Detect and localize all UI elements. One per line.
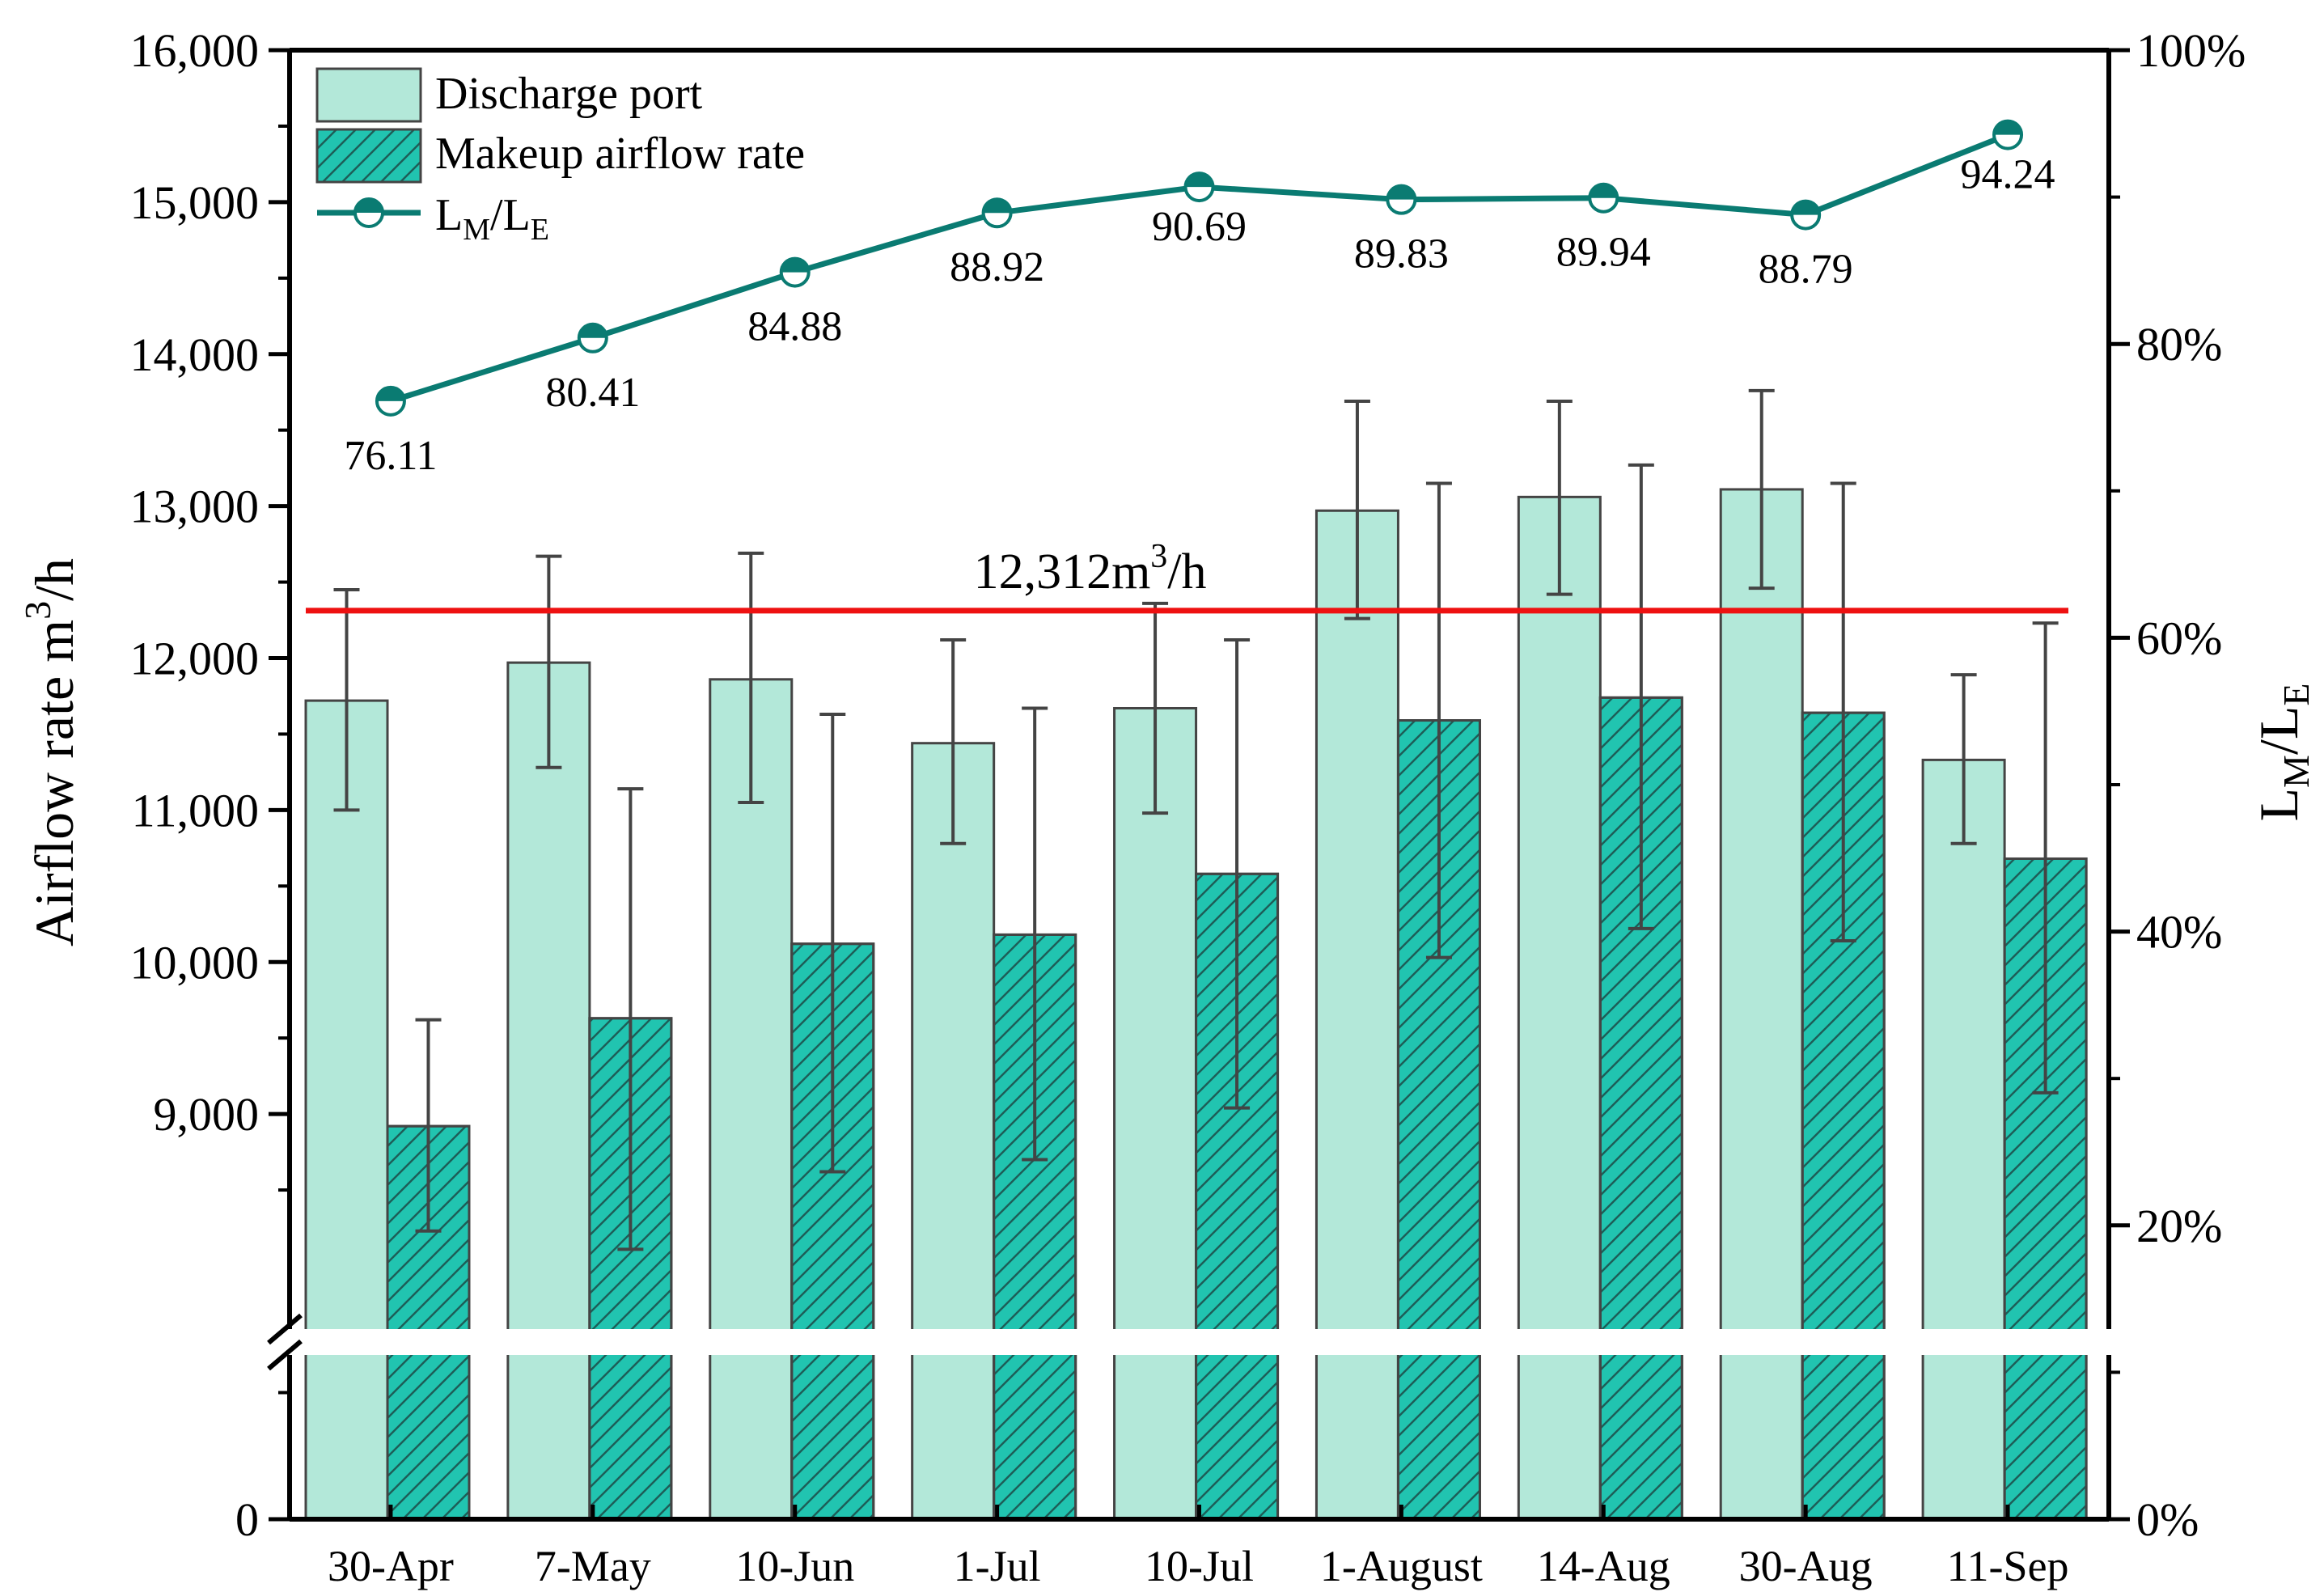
legend-swatch-makeup-hatch	[315, 128, 422, 184]
bar-discharge-8	[1921, 758, 2006, 1521]
y-right-tick-label-0: 0%	[2136, 1493, 2199, 1546]
ratio-marker-fill-7	[1792, 201, 1820, 215]
y-left-tick-label-6: 14,000	[130, 328, 260, 381]
ratio-line-group: 76.11 80.41 84.88 88.92 90.69 89.83 89.94 88.79…	[344, 119, 2055, 479]
ratio-label-3: 88.92	[950, 244, 1044, 290]
y-left-tick-label-4: 12,000	[130, 633, 260, 685]
bar-discharge-4	[1113, 706, 1198, 1521]
bar-discharge-3	[911, 742, 996, 1521]
x-tick-label-5: 1-August	[1320, 1542, 1483, 1590]
x-tick-label-8: 11-Sep	[1947, 1542, 2069, 1590]
x-tick-label-7: 30-Aug	[1739, 1542, 1873, 1590]
bar-discharge-7	[1719, 488, 1804, 1521]
y-right-tick-label-3: 60%	[2136, 612, 2222, 664]
x-tick-label-2: 10-Jun	[735, 1542, 854, 1590]
x-tick-label-4: 10-Jul	[1145, 1542, 1254, 1590]
x-tick-label-3: 1-Jul	[954, 1542, 1041, 1590]
bar-discharge-5	[1314, 509, 1399, 1521]
ratio-marker-fill-6	[1590, 184, 1618, 198]
x-tick-label-1: 7-May	[535, 1542, 651, 1590]
ratio-label-1: 80.41	[545, 370, 640, 416]
y-left-tick-label-2: 10,000	[130, 936, 260, 989]
y-left-tick-label-3: 11,000	[132, 784, 259, 836]
ratio-label-7: 88.79	[1759, 247, 1853, 293]
bar-discharge-1	[506, 661, 591, 1521]
error-bars-group	[333, 388, 2059, 1251]
ratio-label-6: 89.94	[1556, 230, 1651, 276]
bar-discharge-2	[709, 678, 794, 1521]
y-axis-left-title: Airflow rate m3/h	[17, 558, 85, 946]
axes: 0 9,000 10,000 11,000 12,000 13,000 14,000 15,0…	[130, 24, 2246, 1590]
legend-swatch-discharge	[315, 67, 422, 123]
y-right-tick-label-4: 80%	[2136, 318, 2222, 370]
y-left-tick-label-8: 16,000	[130, 24, 260, 77]
axis-break-gap	[290, 1329, 2110, 1355]
legend-marker-ratio-fill	[355, 199, 383, 213]
ratio-label-2: 84.88	[747, 304, 842, 350]
axis-break-mark-bottom	[267, 1339, 303, 1371]
ratio-marker-fill-8	[1994, 121, 2022, 135]
y-left-tick-label-5: 13,000	[130, 481, 260, 533]
bar-discharge-6	[1517, 495, 1602, 1521]
y-left-tick-label-7: 15,000	[130, 176, 260, 229]
axis-break-right-gap	[2102, 1329, 2115, 1355]
ratio-label-5: 89.83	[1354, 231, 1449, 277]
reference-line-label: 12,312m3/h	[974, 538, 1207, 599]
y-left-tick-label-0: 0	[235, 1493, 259, 1546]
y-left-tick-label-1: 9,000	[154, 1088, 260, 1141]
bar-discharge-0	[304, 699, 389, 1521]
ratio-label-0: 76.11	[344, 433, 437, 479]
ratio-marker-fill-0	[376, 387, 404, 401]
y-right-tick-label-5: 100%	[2136, 24, 2246, 77]
x-tick-label-6: 14-Aug	[1537, 1542, 1670, 1590]
y-axis-right-title: LM/LE	[2248, 684, 2317, 822]
axis-break-mark-top	[267, 1313, 303, 1345]
ratio-marker-fill-4	[1185, 173, 1213, 188]
ratio-marker-fill-1	[578, 324, 607, 338]
y-right-tick-label-1: 20%	[2136, 1200, 2222, 1252]
ratio-marker-fill-2	[781, 258, 809, 273]
y-right-tick-label-2: 40%	[2136, 906, 2222, 959]
legend-label-discharge: Discharge port	[435, 69, 703, 119]
ratio-label-8: 94.24	[1961, 152, 2055, 198]
legend: Discharge port Makeup airflow rate LM/LE	[315, 67, 805, 247]
ratio-label-4: 90.69	[1152, 204, 1247, 250]
x-tick-label-0: 30-Apr	[328, 1542, 454, 1590]
ratio-marker-fill-3	[983, 199, 1011, 214]
legend-label-makeup: Makeup airflow rate	[435, 129, 805, 179]
ratio-marker-fill-5	[1387, 185, 1416, 200]
legend-label-ratio: LM/LE	[435, 190, 549, 247]
